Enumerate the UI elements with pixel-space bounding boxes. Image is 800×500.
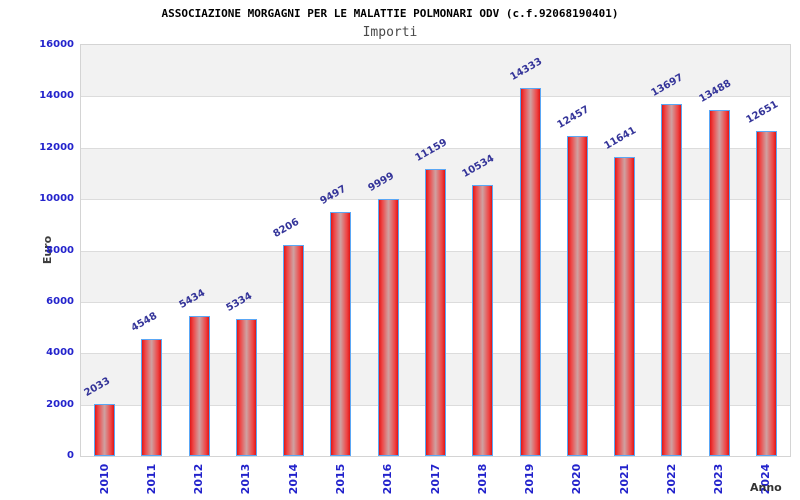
x-axis-title: Anno: [750, 481, 782, 494]
x-tick-label: 2014: [286, 463, 300, 495]
chart-title: ASSOCIAZIONE MORGAGNI PER LE MALATTIE PO…: [161, 7, 619, 20]
y-tick-label: 14000: [39, 90, 74, 102]
x-tick-label: 2010: [97, 463, 111, 495]
x-tick-label: 2023: [712, 463, 726, 495]
bar: [614, 156, 636, 456]
bar: [661, 104, 683, 456]
bar: [519, 87, 541, 456]
x-tick-label: 2021: [617, 463, 631, 495]
y-tick-label: 8000: [46, 244, 74, 256]
bar: [188, 316, 210, 456]
chart-subtitle: Importi: [362, 25, 418, 40]
bar: [472, 185, 494, 456]
bar: [94, 403, 116, 456]
y-tick-label: 10000: [39, 193, 74, 205]
x-tick-label: 2016: [381, 463, 395, 495]
bar: [283, 245, 305, 456]
x-tick-label: 2017: [428, 463, 442, 495]
y-tick-label: 12000: [39, 141, 74, 153]
x-tick-label: 2012: [192, 463, 206, 495]
bar: [141, 339, 163, 456]
bar: [425, 169, 446, 456]
bar: [566, 136, 588, 456]
bar: [377, 199, 399, 456]
x-tick-label: 2019: [523, 463, 537, 495]
plot-area: 2033 4548 5434 5334 8206 9497 9999 11159 10534 14…: [80, 44, 791, 457]
x-tick-label: 2018: [475, 463, 489, 495]
x-tick-label: 2015: [333, 463, 347, 495]
bar: [708, 109, 730, 456]
y-tick-label: 4000: [46, 347, 74, 359]
y-tick-label: 16000: [39, 39, 74, 50]
gridline: [81, 96, 790, 98]
y-tick-label: 0: [67, 450, 74, 461]
x-tick-label: 2020: [570, 463, 584, 495]
gridline: [81, 147, 790, 149]
bar: [235, 318, 257, 456]
x-tick-label: 2013: [239, 463, 253, 495]
x-tick-label: 2011: [144, 463, 158, 495]
y-tick-label: 2000: [46, 398, 74, 410]
grid-band: [81, 45, 790, 97]
y-tick-label: 6000: [46, 295, 74, 307]
bar: [755, 131, 777, 456]
bar: [330, 212, 352, 456]
x-tick-label: 2022: [664, 463, 678, 495]
grid-band: [81, 96, 790, 148]
